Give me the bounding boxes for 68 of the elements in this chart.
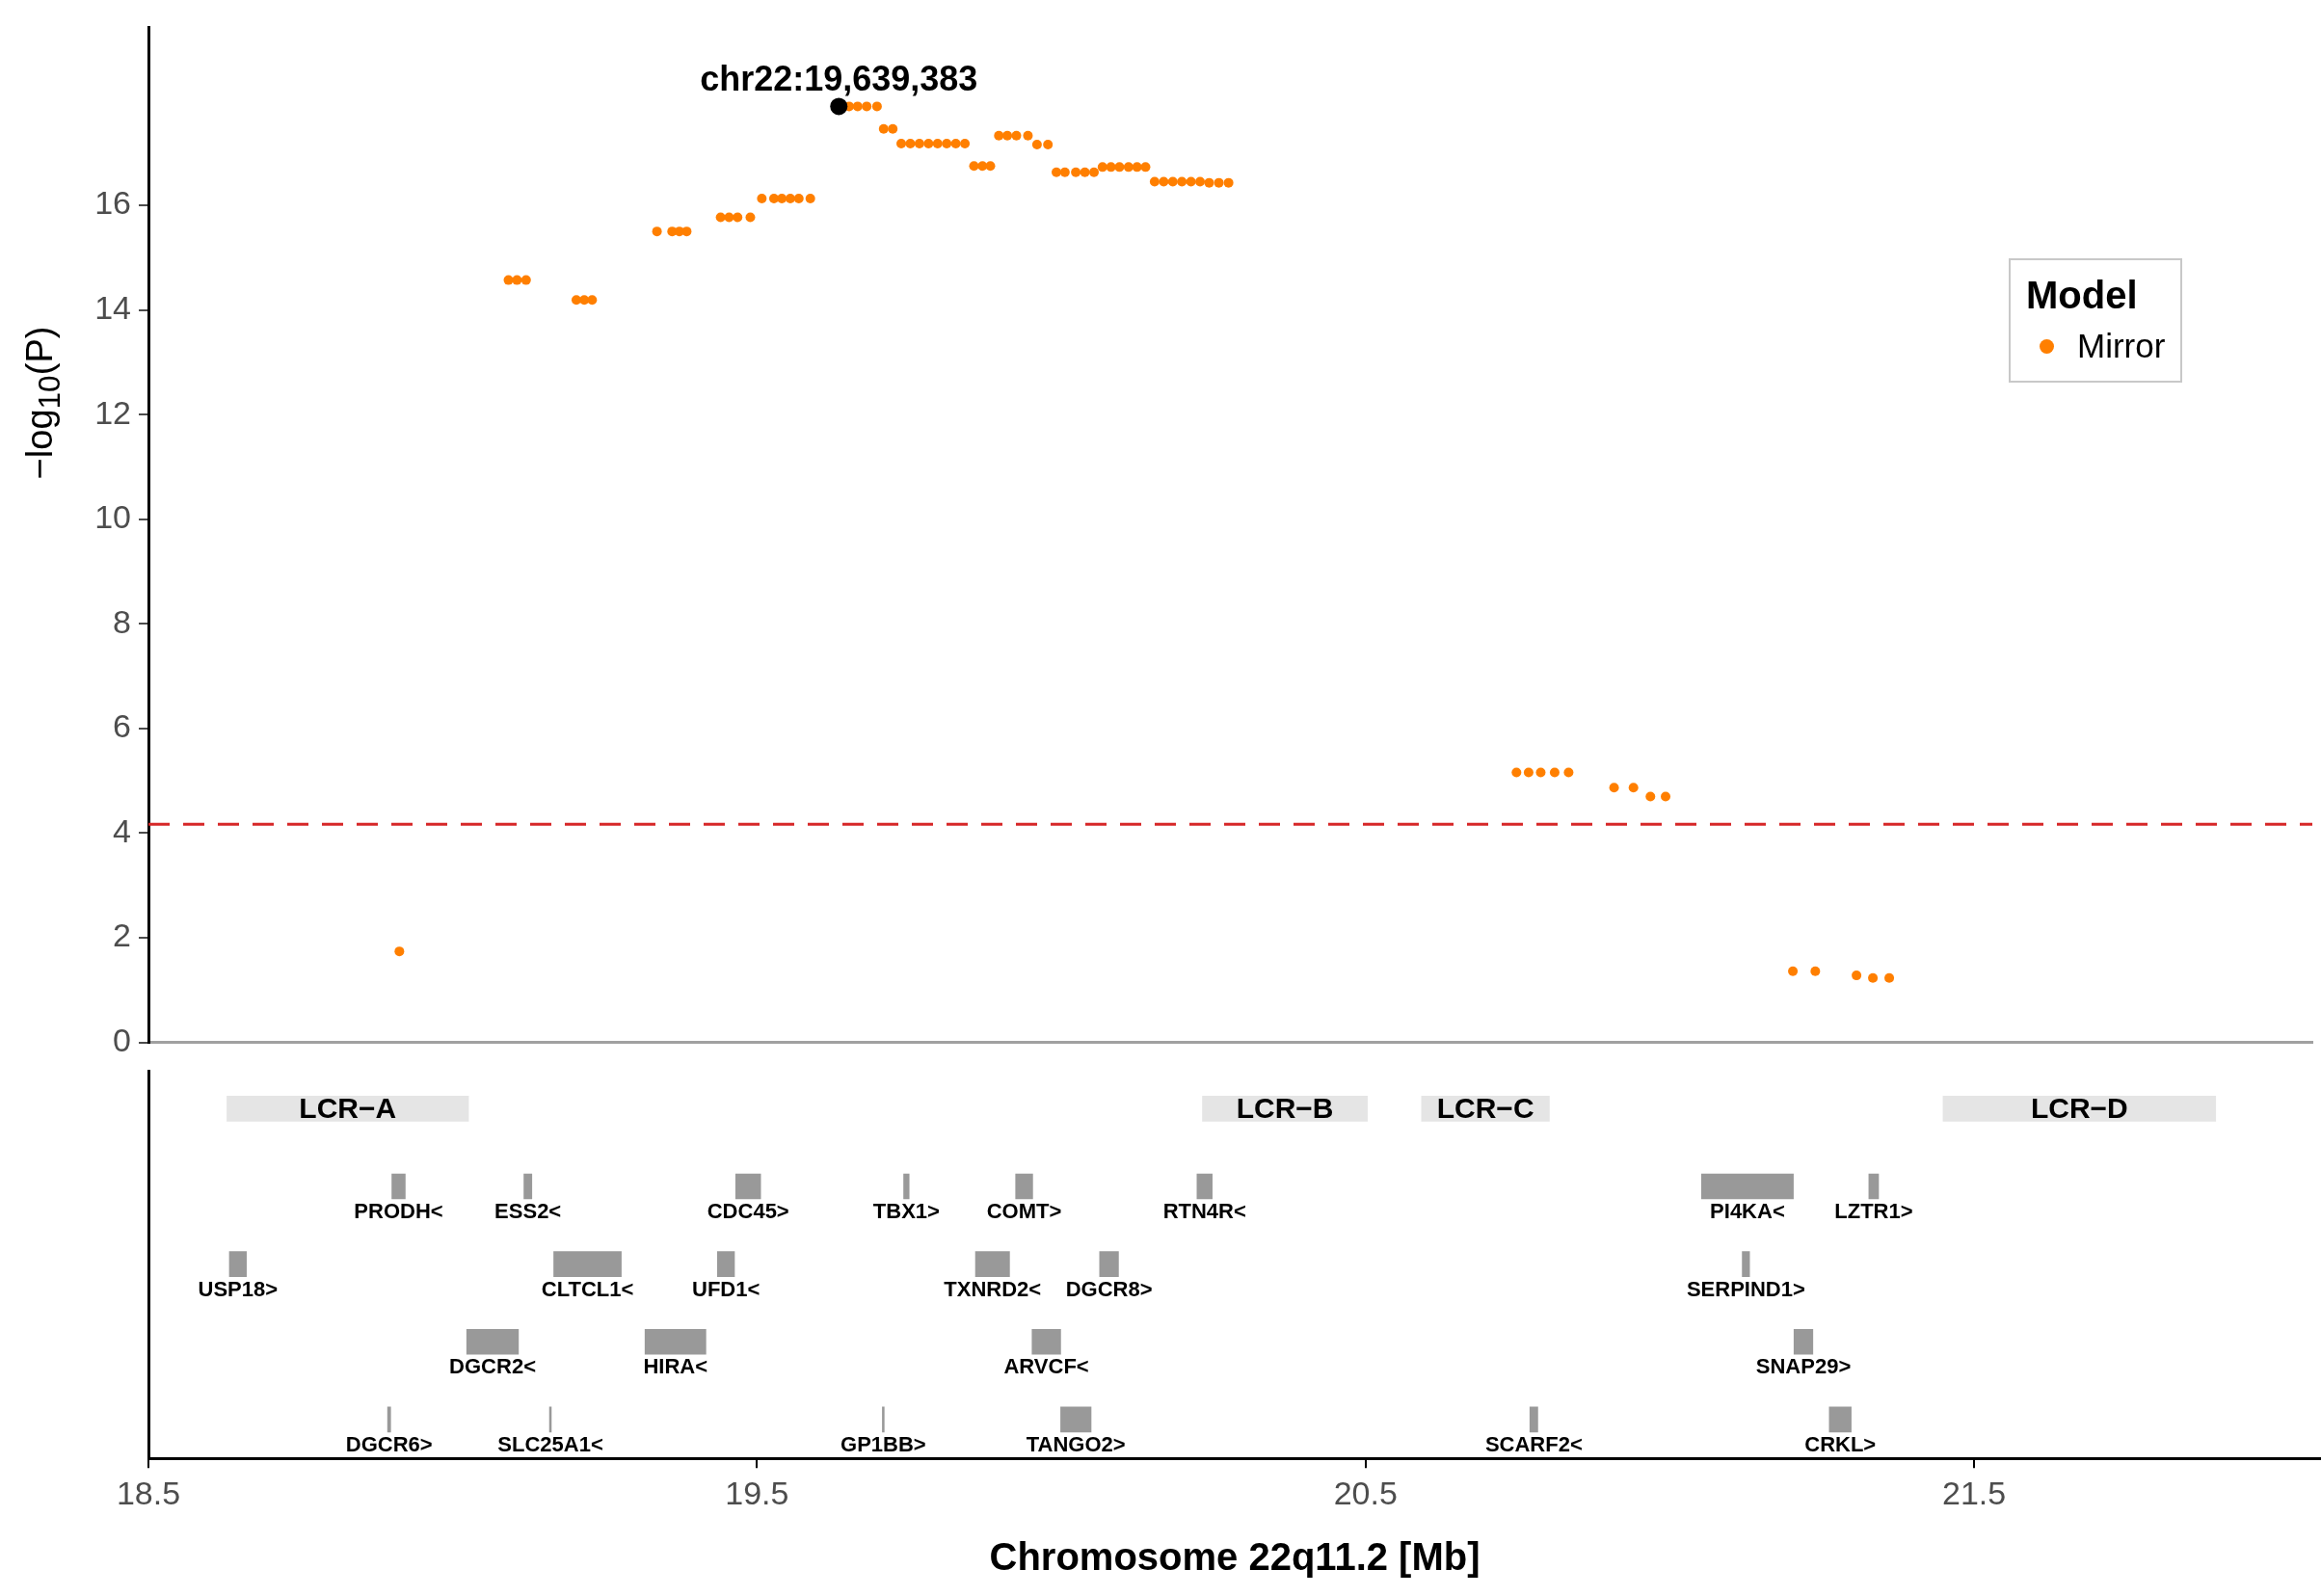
data-label: PRODH< <box>354 1199 443 1224</box>
y-tick-label: 4 <box>113 811 131 849</box>
data-label: RTN4R< <box>1162 1199 1246 1224</box>
data-label: USP18> <box>198 1276 279 1301</box>
legend-title: Model <box>2026 274 2139 318</box>
x-axis-title: Chromosome 22q11.2 [Mb] <box>989 1535 1481 1579</box>
bar <box>1015 1173 1033 1200</box>
y-tick-label: 6 <box>113 707 131 745</box>
data-label: CRKL> <box>1804 1431 1877 1456</box>
y-tick-label: 2 <box>113 917 131 954</box>
data-label: LCR−B <box>1236 1091 1334 1124</box>
annotation: chr22:19,639,383 <box>700 59 978 99</box>
data-label: ESS2< <box>494 1199 562 1224</box>
data-label: CLTCL1< <box>541 1276 634 1301</box>
data-label: LZTR1> <box>1834 1199 1913 1224</box>
y-tick-label: 12 <box>94 393 131 431</box>
data-label: TANGO2> <box>1026 1431 1126 1456</box>
bar <box>734 1173 761 1200</box>
bar <box>1196 1173 1213 1200</box>
data-label: SLC25A1< <box>497 1431 603 1456</box>
data-label: GP1BB> <box>840 1431 926 1456</box>
data-label: COMT> <box>986 1199 1062 1224</box>
bar <box>1060 1406 1092 1433</box>
bar <box>1529 1406 1538 1433</box>
y-tick-label: 14 <box>94 288 131 326</box>
y-tick-label: 0 <box>113 1021 131 1058</box>
bar <box>391 1173 406 1200</box>
y-tick-label: 8 <box>113 602 131 640</box>
data-label: TBX1> <box>872 1199 940 1224</box>
data-label: LCR−D <box>2030 1091 2128 1124</box>
bar <box>644 1328 707 1355</box>
data-label: LCR−A <box>299 1091 397 1124</box>
data-label: SERPIND1> <box>1686 1276 1805 1301</box>
data-label: DGCR6> <box>345 1431 433 1456</box>
data-label: DGCR8> <box>1065 1276 1153 1301</box>
data-label: CDC45> <box>707 1199 789 1224</box>
x-tick-label: 21.5 <box>1942 1474 2007 1511</box>
y-tick-label: 16 <box>94 184 131 222</box>
bar <box>903 1173 910 1200</box>
data-label: TXNRD2< <box>944 1276 1042 1301</box>
y-tick-label: 10 <box>94 498 131 536</box>
bar <box>1031 1328 1061 1355</box>
bar <box>974 1251 1010 1277</box>
data-label: ARVCF< <box>1003 1354 1089 1379</box>
bar <box>1700 1173 1794 1200</box>
x-tick-label: 20.5 <box>1333 1474 1398 1511</box>
bar <box>1828 1406 1852 1433</box>
data-label: HIRA< <box>643 1354 708 1379</box>
bar <box>1868 1173 1880 1200</box>
bar <box>466 1328 520 1355</box>
x-tick-label: 18.5 <box>116 1474 181 1511</box>
bar <box>1793 1328 1814 1355</box>
bar <box>553 1251 622 1277</box>
data-label: SCARF2< <box>1484 1431 1583 1456</box>
bar <box>228 1251 247 1277</box>
bar <box>387 1406 391 1433</box>
data-label: DGCR2< <box>449 1354 536 1379</box>
bar <box>1099 1251 1119 1277</box>
bar <box>717 1251 735 1277</box>
bar <box>882 1406 885 1433</box>
bar <box>1742 1251 1750 1277</box>
bar <box>523 1173 533 1200</box>
x-tick-label: 19.5 <box>725 1474 789 1511</box>
legend-label: Mirror <box>2077 327 2166 366</box>
data-label: SNAP29> <box>1755 1354 1852 1379</box>
data-label: LCR−C <box>1436 1091 1534 1124</box>
data-label: PI4KA< <box>1710 1199 1785 1224</box>
data-label: UFD1< <box>692 1276 760 1301</box>
